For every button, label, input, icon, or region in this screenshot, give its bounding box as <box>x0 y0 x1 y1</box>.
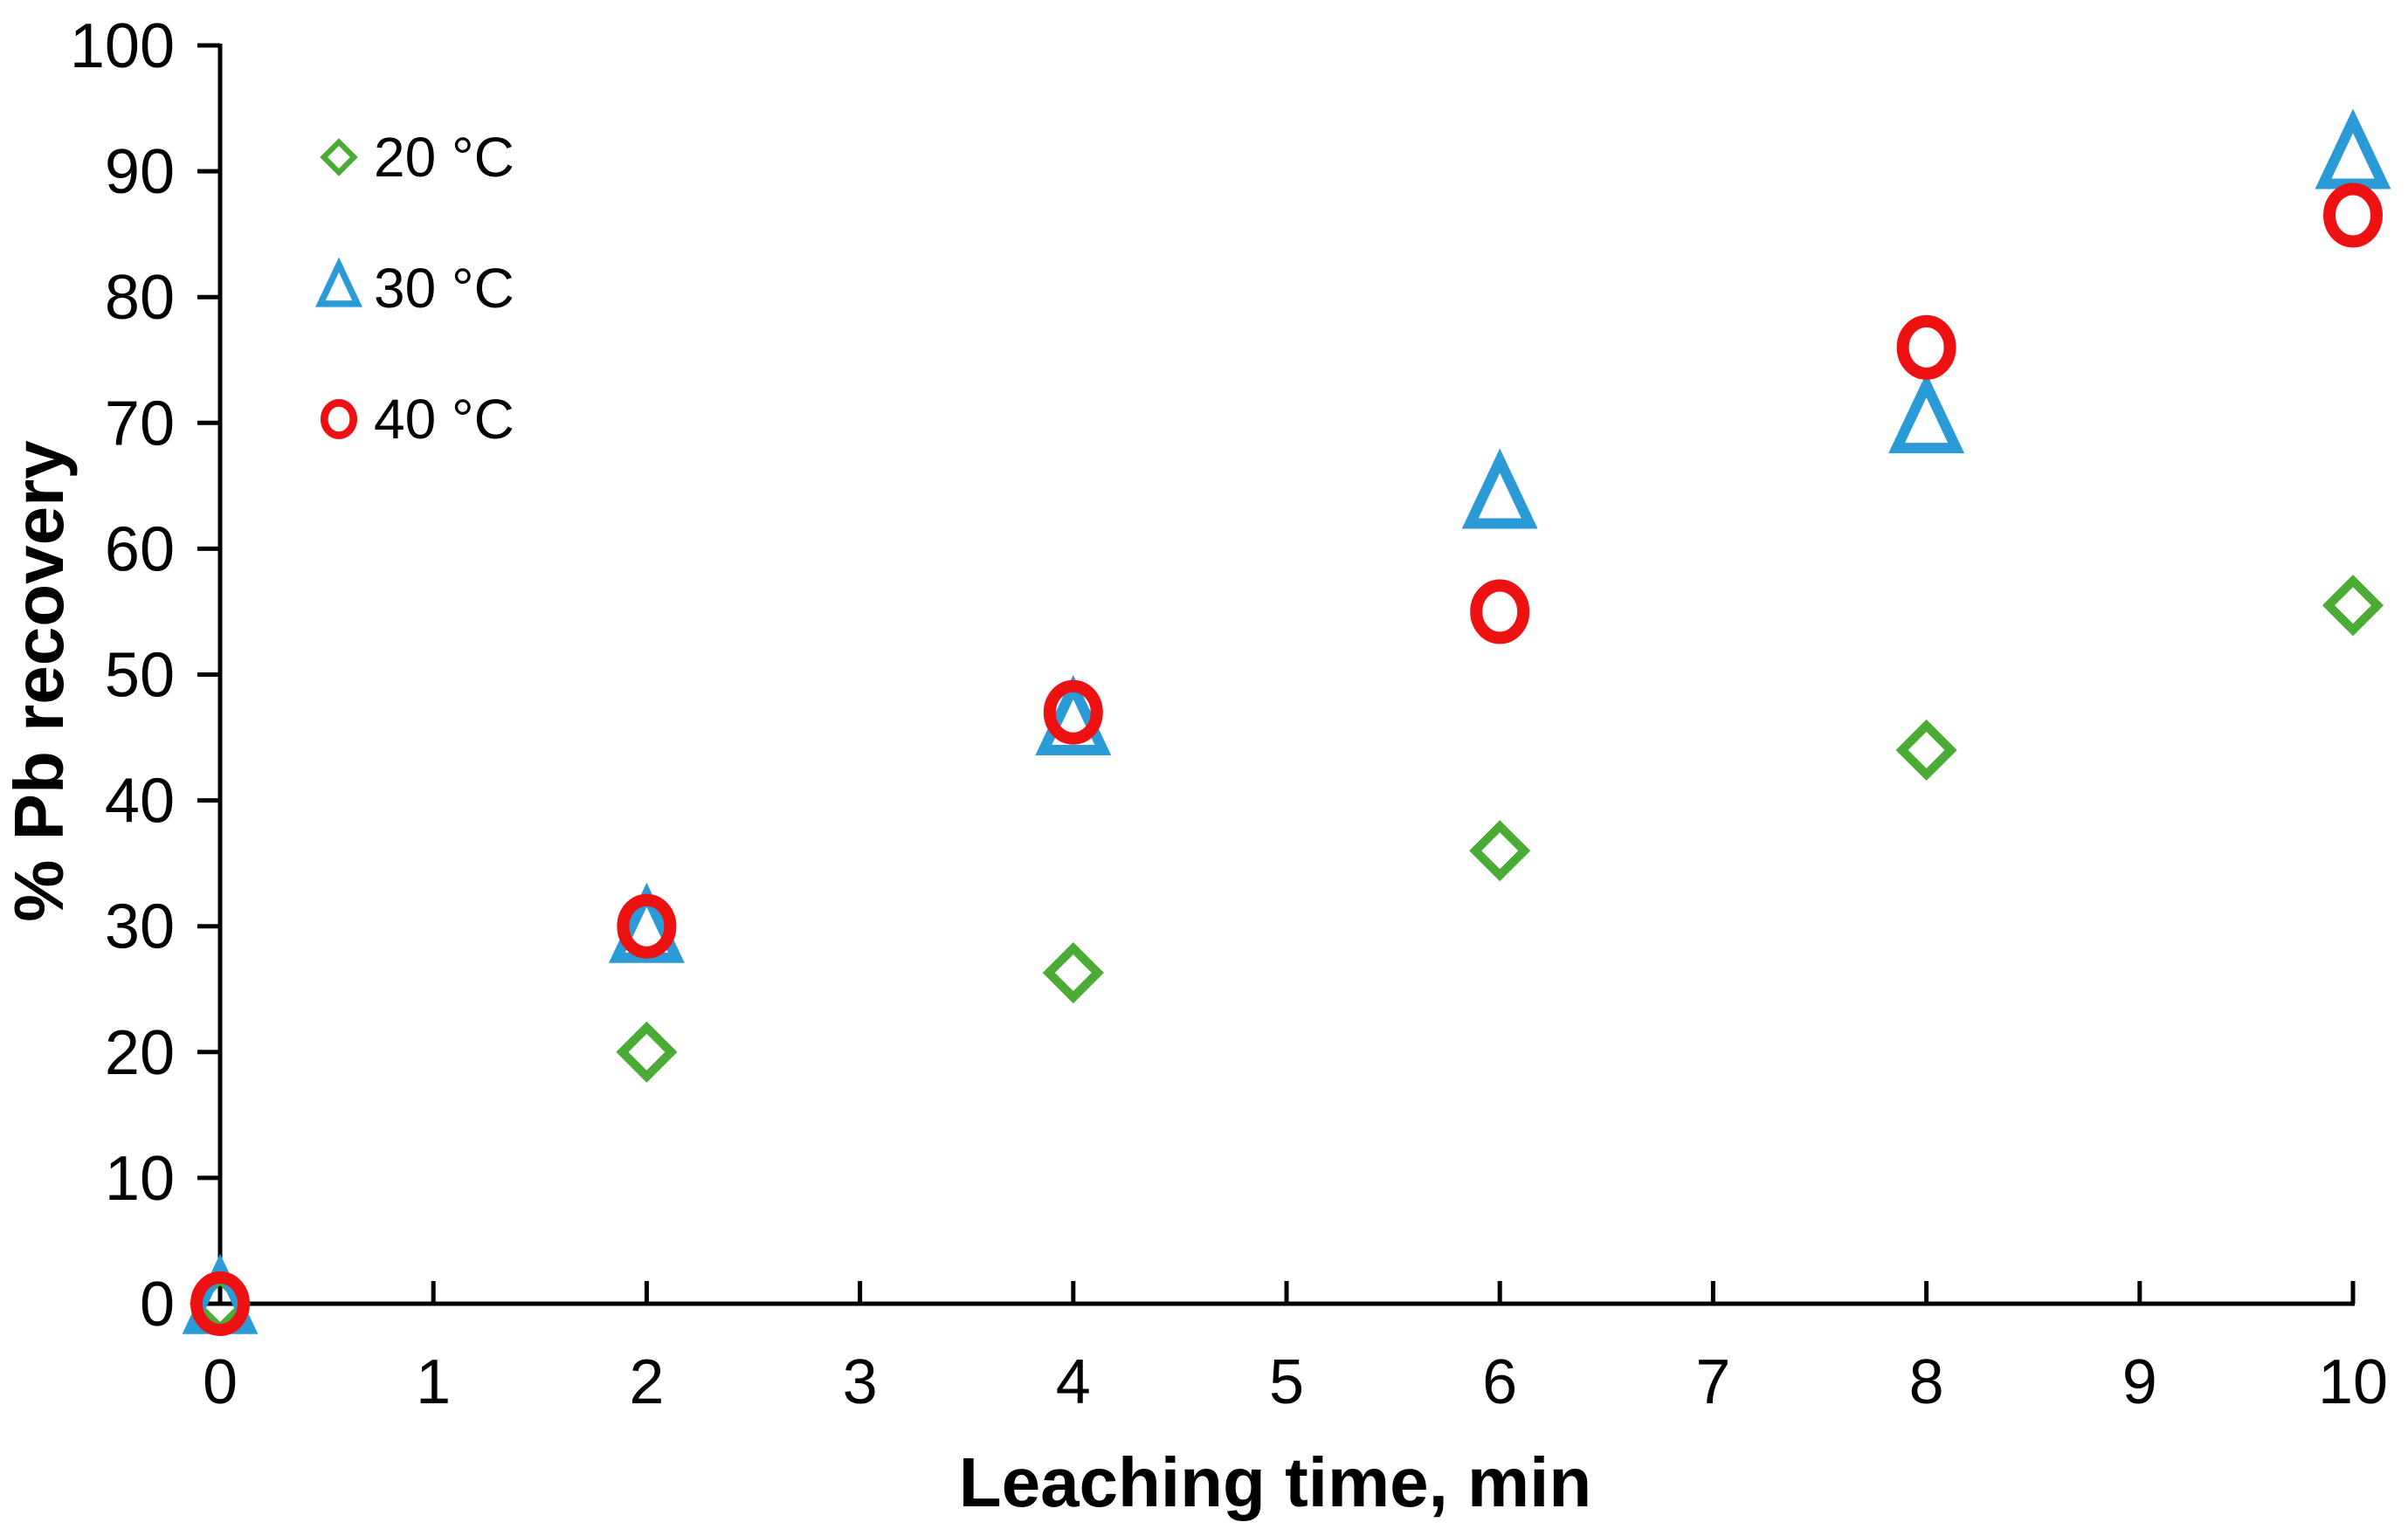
data-point-diamond <box>1895 719 1957 782</box>
data-point-circle <box>1470 579 1530 644</box>
y-axis-title: % Pb recovery <box>0 440 78 922</box>
data-point-circle <box>617 893 677 959</box>
legend-label: 40 °C <box>374 388 514 451</box>
x-axis-title: Leaching time, min <box>959 1443 1592 1521</box>
x-tick-label: 10 <box>2318 1347 2388 1417</box>
y-tick-label: 10 <box>105 1144 175 1214</box>
data-point-triangle <box>2315 108 2391 189</box>
legend-item: 20 °C <box>320 126 514 189</box>
data-point-circle <box>190 1271 250 1336</box>
y-tick-label: 80 <box>105 263 175 333</box>
legend-item: 30 °C <box>315 257 514 320</box>
y-tick-label: 50 <box>105 641 175 711</box>
x-tick-label: 3 <box>843 1347 878 1417</box>
legend: 20 °C 30 °C 40 °C <box>315 126 514 451</box>
data-point-circle <box>1896 314 1956 380</box>
legend-marker-diamond <box>320 138 358 176</box>
tick-labels: 0 10 20 30 40 50 60 70 80 90 100 0 1 2 3 4 5 6 7 8 9 10 <box>70 11 2388 1417</box>
x-tick-label: 2 <box>629 1347 664 1417</box>
legend-label: 20 °C <box>374 126 514 189</box>
data-point-triangle <box>1461 448 1538 529</box>
axes <box>197 43 2356 1306</box>
x-tick-label: 5 <box>1269 1347 1304 1417</box>
x-tick-label: 6 <box>1482 1347 1517 1417</box>
y-tick-label: 60 <box>105 514 175 584</box>
data-markers <box>182 108 2391 1336</box>
data-point-diamond <box>2322 575 2384 637</box>
legend-marker-triangle <box>315 257 362 307</box>
x-tick-label: 8 <box>1909 1347 1944 1417</box>
y-tick-label: 0 <box>140 1270 175 1340</box>
series-diamond <box>189 575 2384 1335</box>
legend-label: 30 °C <box>374 257 514 320</box>
series-triangle <box>182 108 2391 1334</box>
x-tick-label: 0 <box>203 1347 238 1417</box>
data-point-circle <box>2323 183 2383 248</box>
data-point-circle <box>1043 679 1103 745</box>
x-tick-label: 7 <box>1695 1347 1730 1417</box>
y-tick-label: 90 <box>105 137 175 207</box>
y-tick-label: 100 <box>70 11 175 81</box>
y-tick-label: 70 <box>105 389 175 458</box>
y-tick-label: 30 <box>105 892 175 962</box>
y-tick-label: 20 <box>105 1018 175 1088</box>
data-point-diamond <box>1042 941 1104 1004</box>
data-point-triangle <box>1888 373 1965 454</box>
series-circle <box>190 183 2383 1336</box>
x-tick-label: 1 <box>416 1347 451 1417</box>
x-tick-label: 9 <box>2122 1347 2157 1417</box>
data-point-diamond <box>616 1021 678 1083</box>
legend-marker-circle <box>320 399 358 439</box>
y-tick-label: 40 <box>105 767 175 837</box>
data-point-diamond <box>1469 820 1531 882</box>
data-point-triangle <box>1035 674 1112 755</box>
x-tick-label: 4 <box>1056 1347 1091 1417</box>
legend-item: 40 °C <box>320 388 514 451</box>
